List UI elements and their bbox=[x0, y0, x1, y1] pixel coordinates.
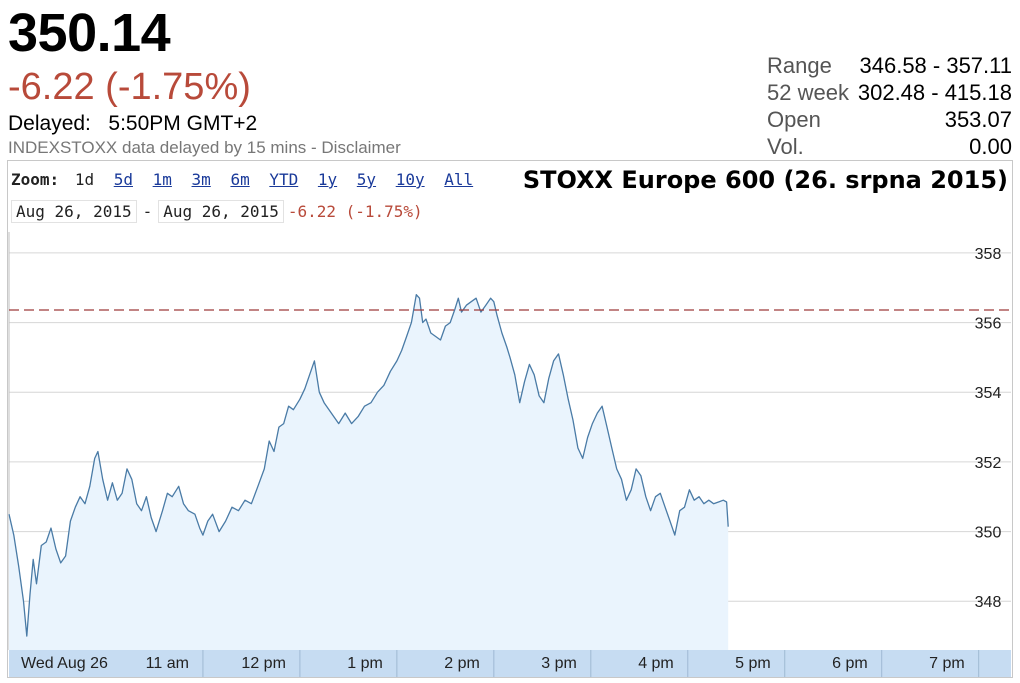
stat-value: 302.48 - 415.18 bbox=[857, 80, 1012, 105]
zoom-5y[interactable]: 5y bbox=[356, 170, 377, 189]
x-axis-band bbox=[9, 650, 1011, 677]
zoom-all[interactable]: All bbox=[444, 170, 474, 189]
x-tick-label: 11 am bbox=[146, 655, 189, 672]
y-tick-label: 348 bbox=[975, 594, 1002, 611]
price-area bbox=[9, 294, 729, 650]
zoom-1m[interactable]: 1m bbox=[152, 170, 172, 189]
delayed-time: 5:50PM GMT+2 bbox=[108, 112, 258, 135]
x-tick-label: 1 pm bbox=[347, 655, 383, 672]
zoom-toolbar: Zoom: 1d 5d 1m 3m 6m YTD 1y 5y 10y All bbox=[11, 170, 483, 189]
range-start-date[interactable]: Aug 26, 2015 bbox=[11, 200, 137, 223]
zoom-1y[interactable]: 1y bbox=[317, 170, 338, 189]
disclaimer-link[interactable]: Disclaimer bbox=[321, 138, 401, 157]
x-tick-label: 4 pm bbox=[638, 655, 674, 672]
zoom-ytd[interactable]: YTD bbox=[269, 170, 299, 189]
stat-row-volume: Vol. 0.00 bbox=[767, 133, 1012, 160]
x-tick-label: 3 pm bbox=[541, 655, 577, 672]
stat-row-range: Range 346.58 - 357.11 bbox=[767, 52, 1012, 79]
price-line bbox=[8, 294, 729, 637]
delayed-label: Delayed: bbox=[8, 112, 91, 135]
price-change: -6.22 (-1.75%) bbox=[8, 66, 251, 108]
zoom-6m[interactable]: 6m bbox=[230, 170, 250, 189]
delayed-status: Delayed: 5:50PM GMT+2 bbox=[8, 112, 257, 136]
range-change: -6.22 (-1.75%) bbox=[287, 202, 423, 221]
x-tick-label: 12 pm bbox=[241, 655, 285, 672]
stat-label: Vol. bbox=[767, 134, 804, 159]
stats-table: Range 346.58 - 357.11 52 week 302.48 - 4… bbox=[767, 52, 1012, 160]
y-tick-label: 350 bbox=[975, 525, 1002, 542]
stat-value: 346.58 - 357.11 bbox=[859, 53, 1013, 78]
y-tick-label: 356 bbox=[975, 316, 1002, 333]
y-tick-label: 352 bbox=[975, 455, 1002, 472]
range-end-date[interactable]: Aug 26, 2015 bbox=[158, 200, 284, 223]
date-range: Aug 26, 2015- Aug 26, 2015 -6.22 (-1.75%) bbox=[11, 200, 423, 223]
zoom-10y[interactable]: 10y bbox=[395, 170, 425, 189]
x-tick-label: 7 pm bbox=[929, 655, 965, 672]
x-tick-label: Wed Aug 26 bbox=[21, 655, 108, 672]
stat-value: 353.07 bbox=[944, 107, 1012, 132]
range-separator: - bbox=[142, 202, 153, 221]
stat-row-open: Open 353.07 bbox=[767, 106, 1012, 133]
zoom-1d[interactable]: 1d bbox=[74, 170, 95, 189]
last-price: 350.14 bbox=[8, 3, 171, 63]
y-tick-label: 358 bbox=[975, 246, 1002, 263]
stat-label: Open bbox=[767, 107, 821, 132]
zoom-3m[interactable]: 3m bbox=[191, 170, 211, 189]
stat-label: 52 week bbox=[767, 80, 849, 105]
stat-value: 0.00 bbox=[969, 134, 1012, 159]
stat-row-52-week: 52 week 302.48 - 415.18 bbox=[767, 79, 1012, 106]
chart-title: STOXX Europe 600 (26. srpna 2015) bbox=[522, 166, 1008, 194]
x-tick-label: 2 pm bbox=[444, 655, 480, 672]
zoom-5d[interactable]: 5d bbox=[113, 170, 133, 189]
x-tick-label: 5 pm bbox=[735, 655, 771, 672]
zoom-label: Zoom: bbox=[11, 170, 60, 189]
data-source-text: INDEXSTOXX data delayed by 15 mins - bbox=[8, 138, 322, 157]
data-source-note: INDEXSTOXX data delayed by 15 mins - Dis… bbox=[8, 138, 401, 158]
y-tick-label: 354 bbox=[975, 385, 1002, 402]
stat-label: Range bbox=[767, 53, 832, 78]
x-tick-label: 6 pm bbox=[832, 655, 868, 672]
